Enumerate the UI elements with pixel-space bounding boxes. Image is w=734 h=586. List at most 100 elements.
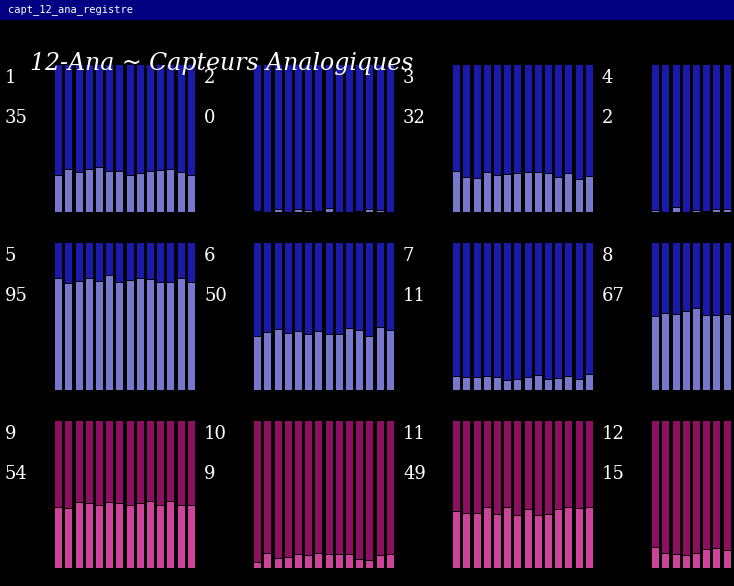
Bar [65, 508, 73, 568]
Text: 6: 6 [204, 247, 216, 265]
Bar [672, 420, 680, 568]
Bar [335, 334, 343, 390]
Bar [713, 420, 720, 568]
Bar [187, 420, 195, 568]
Bar [284, 332, 291, 390]
Bar [483, 242, 491, 390]
Bar [274, 558, 282, 568]
Bar [294, 209, 302, 212]
Bar [534, 375, 542, 390]
Bar [513, 380, 521, 390]
Bar [95, 505, 103, 568]
Bar [314, 64, 322, 212]
Bar [692, 308, 700, 390]
Bar [493, 377, 501, 390]
Bar [386, 64, 394, 212]
Bar [304, 420, 312, 568]
Text: 32: 32 [403, 109, 426, 127]
Bar [274, 209, 282, 212]
Bar [366, 560, 374, 568]
Bar [672, 64, 680, 212]
Bar [682, 420, 690, 568]
Bar [324, 64, 333, 212]
Bar [554, 509, 562, 568]
Text: 54: 54 [5, 465, 28, 483]
Text: 5: 5 [5, 247, 16, 265]
Bar [146, 280, 154, 390]
Text: 10: 10 [204, 425, 227, 443]
Bar [493, 420, 501, 568]
Bar [53, 242, 196, 390]
Bar [75, 172, 82, 212]
Bar [264, 554, 272, 568]
Bar [355, 331, 363, 390]
Text: 1: 1 [5, 69, 16, 87]
Bar [523, 64, 531, 212]
Bar [452, 420, 460, 568]
Bar [682, 311, 690, 390]
Text: 8: 8 [602, 247, 614, 265]
Bar [682, 64, 690, 212]
Bar [523, 242, 531, 390]
Bar [136, 173, 144, 212]
Bar [324, 334, 333, 390]
Bar [314, 242, 322, 390]
Bar [345, 420, 353, 568]
Bar [167, 64, 175, 212]
Bar [177, 505, 185, 568]
Bar [451, 64, 594, 212]
Bar [702, 549, 711, 568]
Bar [376, 64, 384, 212]
Bar [713, 315, 720, 390]
Bar [564, 173, 573, 212]
Bar [493, 242, 501, 390]
Bar [324, 207, 333, 212]
Bar [661, 420, 669, 568]
Text: 2: 2 [204, 69, 215, 87]
Bar [513, 420, 521, 568]
Bar [355, 211, 363, 212]
Bar [105, 171, 113, 212]
Bar [126, 64, 134, 212]
Bar [713, 242, 720, 390]
Bar [672, 242, 680, 390]
Bar [75, 420, 82, 568]
Bar [95, 242, 103, 390]
Bar [702, 420, 711, 568]
Bar [733, 207, 734, 212]
Bar [294, 331, 302, 390]
Bar [167, 501, 175, 568]
Bar [650, 64, 734, 212]
Bar [564, 376, 573, 390]
Bar [504, 507, 511, 568]
Bar [692, 420, 700, 568]
Bar [513, 515, 521, 568]
Bar [661, 313, 669, 390]
Bar [284, 420, 291, 568]
Bar [544, 514, 552, 568]
Bar [661, 64, 669, 212]
Bar [386, 242, 394, 390]
Bar [115, 64, 123, 212]
Bar [682, 242, 690, 390]
Bar [672, 314, 680, 390]
Bar [534, 172, 542, 212]
Bar [473, 513, 481, 568]
Bar [386, 330, 394, 390]
Bar [692, 553, 700, 568]
Bar [294, 64, 302, 212]
Bar [187, 505, 195, 568]
Bar [253, 210, 261, 212]
Bar [84, 503, 92, 568]
Bar [483, 172, 491, 212]
Bar [264, 64, 272, 212]
Bar [136, 420, 144, 568]
Bar [355, 242, 363, 390]
Bar [723, 420, 730, 568]
Bar [534, 420, 542, 568]
Bar [314, 420, 322, 568]
Bar [84, 169, 92, 212]
Bar [366, 242, 374, 390]
Bar [115, 282, 123, 390]
Bar [304, 210, 312, 212]
